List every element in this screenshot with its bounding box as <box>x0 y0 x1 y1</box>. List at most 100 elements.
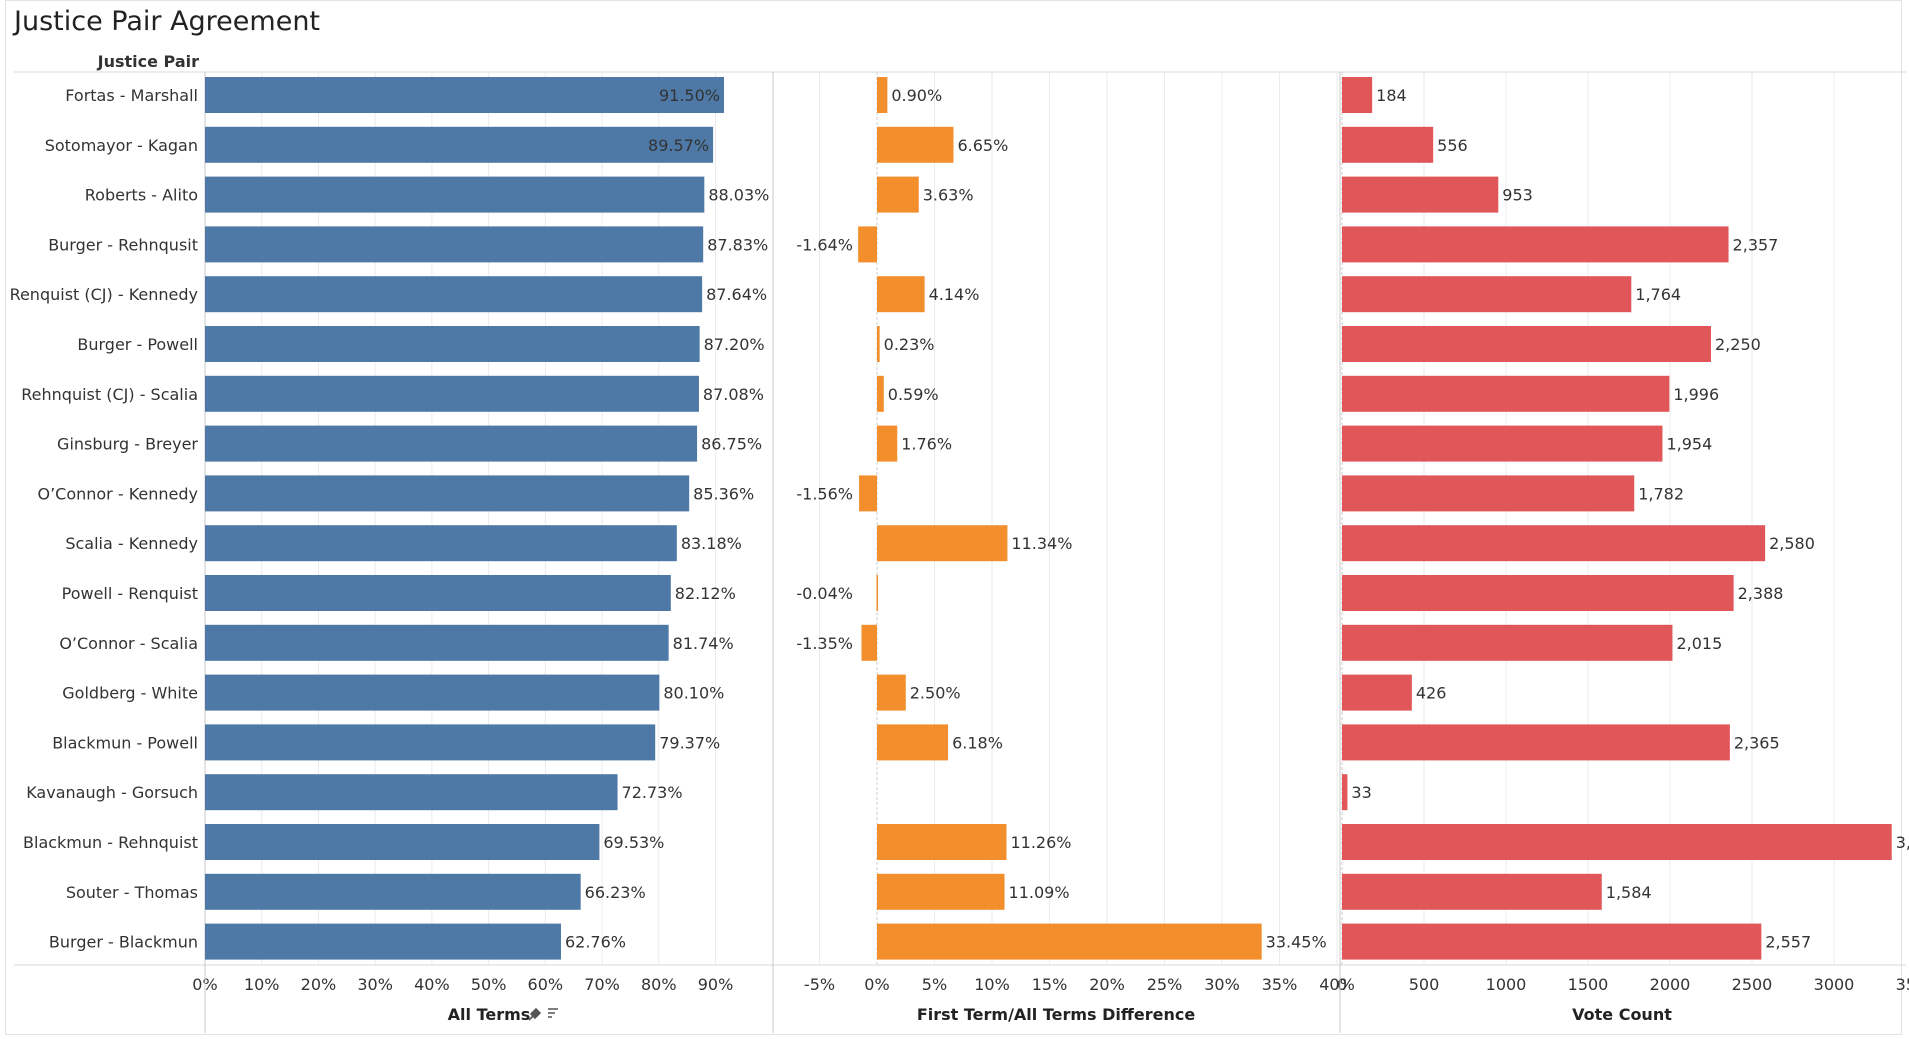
category-label: O’Connor - Scalia <box>59 634 198 653</box>
first-term-diff-data-label: 11.26% <box>1010 833 1071 852</box>
first-term-diff-bar[interactable] <box>877 176 919 213</box>
first-term-diff-bar[interactable] <box>877 425 898 462</box>
first-term-diff-bar[interactable] <box>858 226 877 263</box>
all-terms-bar[interactable] <box>205 724 656 761</box>
vote-count-bar[interactable] <box>1342 375 1670 412</box>
vote-count-bar[interactable] <box>1342 77 1373 113</box>
first-term-diff-bar[interactable] <box>859 475 877 512</box>
all-terms-bar[interactable] <box>205 624 669 661</box>
all-terms-bar[interactable] <box>205 375 699 412</box>
sort-icon[interactable] <box>548 1008 558 1018</box>
all-terms-bar[interactable] <box>205 873 581 910</box>
category-label: Renquist (CJ) - Kennedy <box>10 285 198 304</box>
first-term-diff-bar[interactable] <box>877 126 954 163</box>
all-terms-bar[interactable] <box>205 475 690 512</box>
all-terms-bar[interactable] <box>205 824 600 860</box>
vote-count-bar[interactable] <box>1342 824 1892 860</box>
all-terms-bar[interactable] <box>205 276 703 313</box>
vote-count-bar[interactable] <box>1342 724 1730 761</box>
all-terms-bar[interactable] <box>205 774 618 811</box>
category-label: Sotomayor - Kagan <box>45 136 198 155</box>
first-term-diff-data-label: 6.65% <box>957 136 1008 155</box>
vote-count-bar[interactable] <box>1342 276 1632 313</box>
first-term-diff-bar[interactable] <box>861 624 877 661</box>
vote-count-bar[interactable] <box>1342 674 1412 711</box>
first-term-diff-bar[interactable] <box>877 674 906 711</box>
first-term-diff-tick-label: 35% <box>1262 975 1298 994</box>
vote-count-tick-label: 3500 <box>1896 975 1909 994</box>
category-label: Souter - Thomas <box>66 883 198 902</box>
all-terms-tick-label: 80% <box>641 975 677 994</box>
first-term-diff-bar[interactable] <box>877 326 880 362</box>
first-term-diff-bar[interactable] <box>877 77 888 113</box>
vote-count-bar[interactable] <box>1342 176 1499 213</box>
vote-count-bar[interactable] <box>1342 624 1673 661</box>
all-terms-bar[interactable] <box>205 126 714 163</box>
vote-count-bar[interactable] <box>1342 575 1734 611</box>
all-terms-data-label: 88.03% <box>708 186 769 205</box>
first-term-diff-tick-label: 5% <box>922 975 947 994</box>
vote-count-bar[interactable] <box>1342 873 1602 910</box>
first-term-diff-data-label: -1.35% <box>796 634 853 653</box>
first-term-diff-bar[interactable] <box>877 724 949 761</box>
vote-count-bar[interactable] <box>1342 425 1663 462</box>
first-term-diff-bar[interactable] <box>877 923 1262 960</box>
all-terms-bar[interactable] <box>205 176 705 213</box>
all-terms-bar[interactable] <box>205 575 671 611</box>
first-term-diff-bar[interactable] <box>877 824 1007 860</box>
all-terms-data-label: 82.12% <box>675 584 736 603</box>
all-terms-bar[interactable] <box>205 425 698 462</box>
vote-count-data-label: 2,388 <box>1738 584 1784 603</box>
vote-count-bar[interactable] <box>1342 226 1729 263</box>
vote-count-data-label: 953 <box>1502 186 1533 205</box>
category-label: Fortas - Marshall <box>65 86 198 105</box>
all-terms-tick-label: 60% <box>528 975 564 994</box>
all-terms-tick-label: 90% <box>698 975 734 994</box>
vote-count-data-label: 2,357 <box>1733 235 1779 254</box>
vote-count-bar[interactable] <box>1342 326 1711 362</box>
vote-count-tick-label: 1500 <box>1568 975 1609 994</box>
vote-count-bar[interactable] <box>1342 525 1766 562</box>
first-term-diff-bar[interactable] <box>877 525 1008 562</box>
all-terms-data-label: 85.36% <box>693 484 754 503</box>
first-term-diff-bar[interactable] <box>877 276 925 313</box>
category-label: Rehnquist (CJ) - Scalia <box>21 385 198 404</box>
all-terms-bar[interactable] <box>205 674 660 711</box>
all-terms-data-label: 72.73% <box>622 783 683 802</box>
vote-count-bar[interactable] <box>1342 475 1635 512</box>
all-terms-tick-label: 10% <box>244 975 280 994</box>
all-terms-axis-title: All Terms <box>448 1005 531 1024</box>
vote-count-data-label: 2,557 <box>1765 933 1811 952</box>
category-label: Ginsburg - Breyer <box>57 435 198 454</box>
first-term-diff-data-label: 1.76% <box>901 435 952 454</box>
row-header: Justice Pair <box>97 52 199 71</box>
vote-count-bar[interactable] <box>1342 923 1762 960</box>
vote-count-data-label: 3,352 <box>1896 833 1909 852</box>
vote-count-tick-label: 3000 <box>1814 975 1855 994</box>
pin-icon[interactable] <box>528 1007 542 1021</box>
vote-count-tick-label: 500 <box>1409 975 1440 994</box>
vote-count-tick-label: 2500 <box>1732 975 1773 994</box>
first-term-diff-bar[interactable] <box>876 575 879 611</box>
first-term-diff-data-label: 33.45% <box>1266 933 1327 952</box>
all-terms-tick-label: 40% <box>414 975 450 994</box>
first-term-diff-data-label: -1.64% <box>796 235 853 254</box>
category-label: Blackmun - Powell <box>52 733 198 752</box>
vote-count-bar[interactable] <box>1342 126 1434 163</box>
all-terms-bar[interactable] <box>205 923 561 960</box>
vote-count-tick-label: 0 <box>1337 975 1347 994</box>
all-terms-data-label: 89.57% <box>648 136 709 155</box>
first-term-diff-bar[interactable] <box>877 873 1005 910</box>
all-terms-bar[interactable] <box>205 226 704 263</box>
vote-count-bar[interactable] <box>1342 774 1348 811</box>
first-term-diff-data-label: 3.63% <box>923 186 974 205</box>
all-terms-bar[interactable] <box>205 77 725 113</box>
all-terms-bar[interactable] <box>205 525 677 562</box>
category-label: Kavanaugh - Gorsuch <box>26 783 198 802</box>
all-terms-data-label: 79.37% <box>659 733 720 752</box>
all-terms-data-label: 66.23% <box>585 883 646 902</box>
first-term-diff-data-label: -1.56% <box>796 484 853 503</box>
all-terms-bar[interactable] <box>205 326 700 362</box>
vote-count-data-label: 184 <box>1376 86 1407 105</box>
first-term-diff-bar[interactable] <box>877 375 884 412</box>
